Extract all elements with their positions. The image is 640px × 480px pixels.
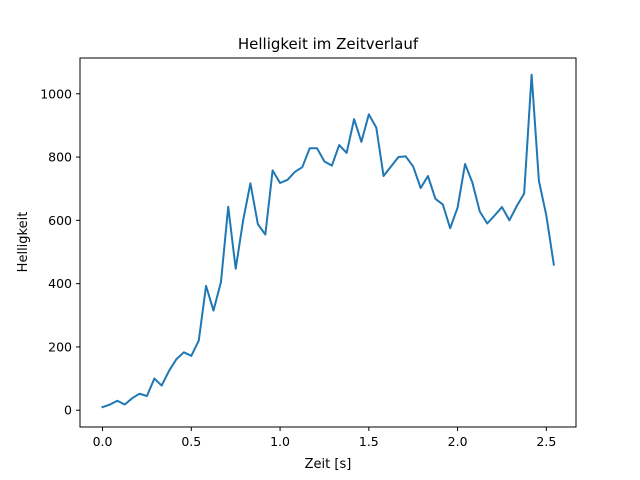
y-axis-label: Helligkeit [16,212,31,273]
x-tick-label: 2.5 [536,434,556,449]
y-tick-label: 200 [48,339,72,354]
x-axis-label: Zeit [s] [305,457,352,472]
series-layer [101,73,555,409]
chart-title: Helligkeit im Zeitverlauf [238,35,419,53]
series-line-0 [101,73,555,409]
ticks-layer: 0.0 0.5 1.0 1.5 2.0 2.5 0 200 400 600 800 1000 [40,86,556,449]
y-tick-label: 600 [48,213,72,228]
y-tick-label: 400 [48,276,72,291]
x-tick-label: 0.5 [181,434,201,449]
y-tick-label: 800 [48,150,72,165]
y-tick-label: 1000 [40,86,72,101]
x-tick-label: 2.0 [448,434,468,449]
x-tick-label: 1.0 [270,434,290,449]
x-tick-label: 0.0 [93,434,113,449]
y-tick-label: 0 [64,403,72,418]
x-tick-label: 1.5 [359,434,379,449]
plot-frame [79,57,577,428]
